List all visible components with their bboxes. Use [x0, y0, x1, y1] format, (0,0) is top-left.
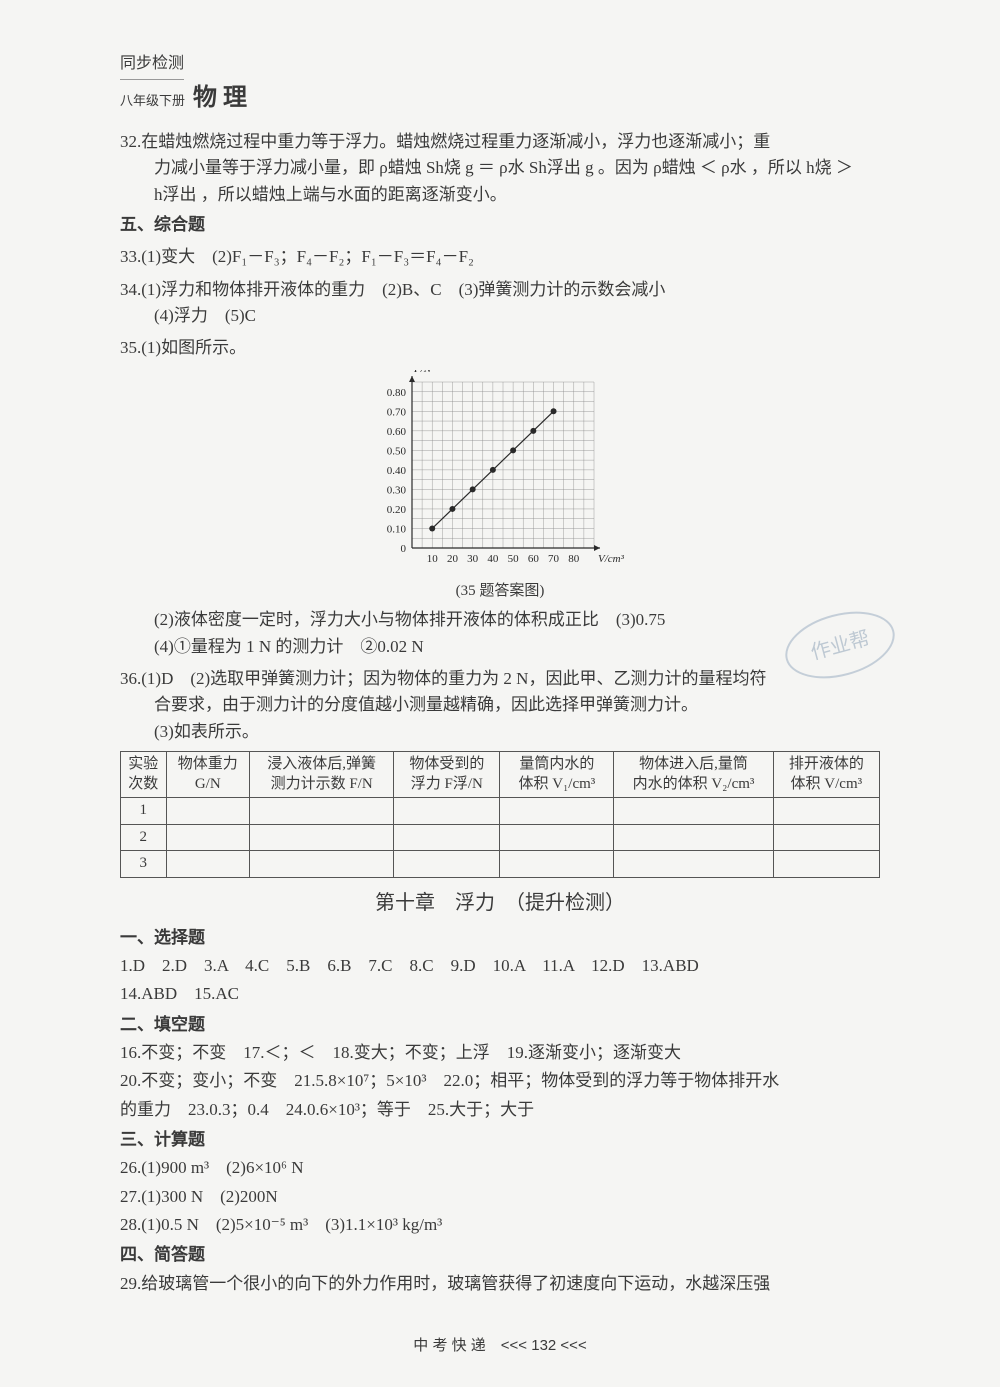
q35-line3: (4)①量程为 1 N 的测力计 ②0.02 N [120, 634, 880, 660]
part3-line2: 27.(1)300 N (2)200N [120, 1184, 880, 1210]
part2-title: 二、填空题 [120, 1012, 880, 1038]
q35: 35.(1)如图所示。 10 20 30 40 50 60 70 80 0.10 0.20 0.30… [120, 335, 880, 660]
part1-title: 一、选择题 [120, 925, 880, 951]
part1-line1: 1.D 2.D 3.A 4.C 5.B 6.B 7.C 8.C 9.D 10.A… [120, 953, 880, 979]
chapter-title: 第十章 浮力 （提升检测） [120, 888, 880, 919]
table-header: 物体重力G/N [166, 752, 249, 798]
table-cell: 3 [121, 851, 167, 878]
table-cell: 2 [121, 824, 167, 851]
table-cell [394, 824, 500, 851]
table-header: 物体受到的浮力 F浮/N [394, 752, 500, 798]
table-cell [394, 798, 500, 825]
q36-line2: 合要求，由于测力计的分度值越小测量越精确，因此选择甲弹簧测力计。 [120, 692, 880, 718]
table-cell [614, 798, 773, 825]
table-cell [250, 851, 394, 878]
table-header: 排开液体的体积 V/cm³ [773, 752, 879, 798]
svg-text:0.60: 0.60 [387, 426, 407, 438]
q33: 33.(1)变大 (2)F₁－F₃；F₄－F₂；F₁－F₃＝F₄－F₂ [120, 244, 880, 270]
svg-text:0.40: 0.40 [387, 465, 407, 477]
q34-line2: (4)浮力 (5)C [120, 303, 880, 329]
table-row: 3 [121, 851, 880, 878]
q35-line2: (2)液体密度一定时，浮力大小与物体排开液体的体积成正比 (3)0.75 [120, 607, 880, 633]
svg-text:0.80: 0.80 [387, 386, 407, 398]
header-grade: 八年级下册 [120, 91, 185, 111]
q32-line2: 力减小量等于浮力减小量，即 ρ蜡烛 Sh烧 g ＝ ρ水 Sh浮出 g 。因为 … [120, 155, 880, 181]
table-cell [773, 824, 879, 851]
svg-text:80: 80 [568, 553, 580, 565]
svg-text:0.50: 0.50 [387, 445, 407, 457]
table-cell [250, 798, 394, 825]
table-cell [166, 851, 249, 878]
table-row: 1 [121, 798, 880, 825]
svg-text:10: 10 [427, 553, 439, 565]
table-cell [773, 851, 879, 878]
svg-text:0.20: 0.20 [387, 504, 407, 516]
experiment-table: 实验次数物体重力G/N浸入液体后,弹簧测力计示数 F/N物体受到的浮力 F浮/N… [120, 751, 880, 878]
table-cell [614, 824, 773, 851]
header-sync-label: 同步检测 [120, 52, 184, 80]
section5-title: 五、综合题 [120, 212, 880, 238]
part4-line1: 29.给玻璃管一个很小的向下的外力作用时，玻璃管获得了初速度向下运动，水越深压强 [120, 1271, 880, 1297]
table-header: 实验次数 [121, 752, 167, 798]
part4-title: 四、简答题 [120, 1242, 880, 1268]
svg-text:60: 60 [528, 553, 540, 565]
table-cell [614, 851, 773, 878]
table-header: 物体进入后,量筒内水的体积 V₂/cm³ [614, 752, 773, 798]
table-cell [500, 798, 614, 825]
table-cell: 1 [121, 798, 167, 825]
part3-line3: 28.(1)0.5 N (2)5×10⁻⁵ m³ (3)1.1×10³ kg/m… [120, 1212, 880, 1238]
part2-line3: 的重力 23.0.3；0.4 24.0.6×10³；等于 25.大于；大于 [120, 1097, 880, 1123]
q35-chart: 10 20 30 40 50 60 70 80 0.10 0.20 0.30 0.40 0.50 0.60… [120, 370, 880, 604]
table-cell [500, 851, 614, 878]
part2-line2: 20.不变；变小；不变 21.5.8×10⁷；5×10³ 22.0；相平；物体受… [120, 1068, 880, 1094]
page-header: 同步检测 八年级下册 物 理 [120, 50, 880, 117]
svg-text:50: 50 [508, 553, 519, 565]
svg-text:0: 0 [401, 543, 407, 555]
part1-line2: 14.ABD 15.AC [120, 981, 880, 1007]
q32-line1: 32.在蜡烛燃烧过程中重力等于浮力。蜡烛燃烧过程重力逐渐减小，浮力也逐渐减小；重 [120, 129, 880, 155]
table-cell [500, 824, 614, 851]
svg-text:0.30: 0.30 [387, 484, 407, 496]
part3-title: 三、计算题 [120, 1127, 880, 1153]
q32-line3: h浮出 ，所以蜡烛上端与水面的距离逐渐变小。 [120, 182, 880, 208]
svg-text:20: 20 [447, 553, 459, 565]
q32: 32.在蜡烛燃烧过程中重力等于浮力。蜡烛燃烧过程重力逐渐减小，浮力也逐渐减小；重… [120, 129, 880, 208]
svg-text:30: 30 [467, 553, 479, 565]
q36-line3: (3)如表所示。 [120, 719, 880, 745]
table-header: 浸入液体后,弹簧测力计示数 F/N [250, 752, 394, 798]
table-cell [166, 798, 249, 825]
q35-caption: (35 题答案图) [120, 580, 880, 603]
svg-text:0.70: 0.70 [387, 406, 407, 418]
q34: 34.(1)浮力和物体排开液体的重力 (2)B、C (3)弹簧测力计的示数会减小… [120, 277, 880, 330]
table-header: 量筒内水的体积 V₁/cm³ [500, 752, 614, 798]
table-cell [166, 824, 249, 851]
page-footer: 中 考 快 递 <<< 132 <<< [0, 1334, 1000, 1357]
q35-intro: 35.(1)如图所示。 [120, 335, 880, 361]
table-cell [773, 798, 879, 825]
part3-line1: 26.(1)900 m³ (2)6×10⁶ N [120, 1155, 880, 1181]
svg-text:70: 70 [548, 553, 560, 565]
q34-line1: 34.(1)浮力和物体排开液体的重力 (2)B、C (3)弹簧测力计的示数会减小 [120, 277, 880, 303]
svg-text:V/cm³: V/cm³ [598, 553, 625, 565]
q36-line1: 36.(1)D (2)选取甲弹簧测力计；因为物体的重力为 2 N，因此甲、乙测力… [120, 666, 880, 692]
q36: 36.(1)D (2)选取甲弹簧测力计；因为物体的重力为 2 N，因此甲、乙测力… [120, 666, 880, 745]
svg-text:0.10: 0.10 [387, 523, 407, 535]
table-cell [394, 851, 500, 878]
header-subject: 物 理 [193, 80, 247, 117]
part2-line1: 16.不变；不变 17.＜；＜ 18.变大；不变；上浮 19.逐渐变小；逐渐变大 [120, 1040, 880, 1066]
chart-svg: 10 20 30 40 50 60 70 80 0.10 0.20 0.30 0.40 0.50 0.60… [370, 370, 630, 570]
svg-text:40: 40 [487, 553, 499, 565]
table-cell [250, 824, 394, 851]
table-row: 2 [121, 824, 880, 851]
svg-text:F/N: F/N [413, 370, 432, 375]
